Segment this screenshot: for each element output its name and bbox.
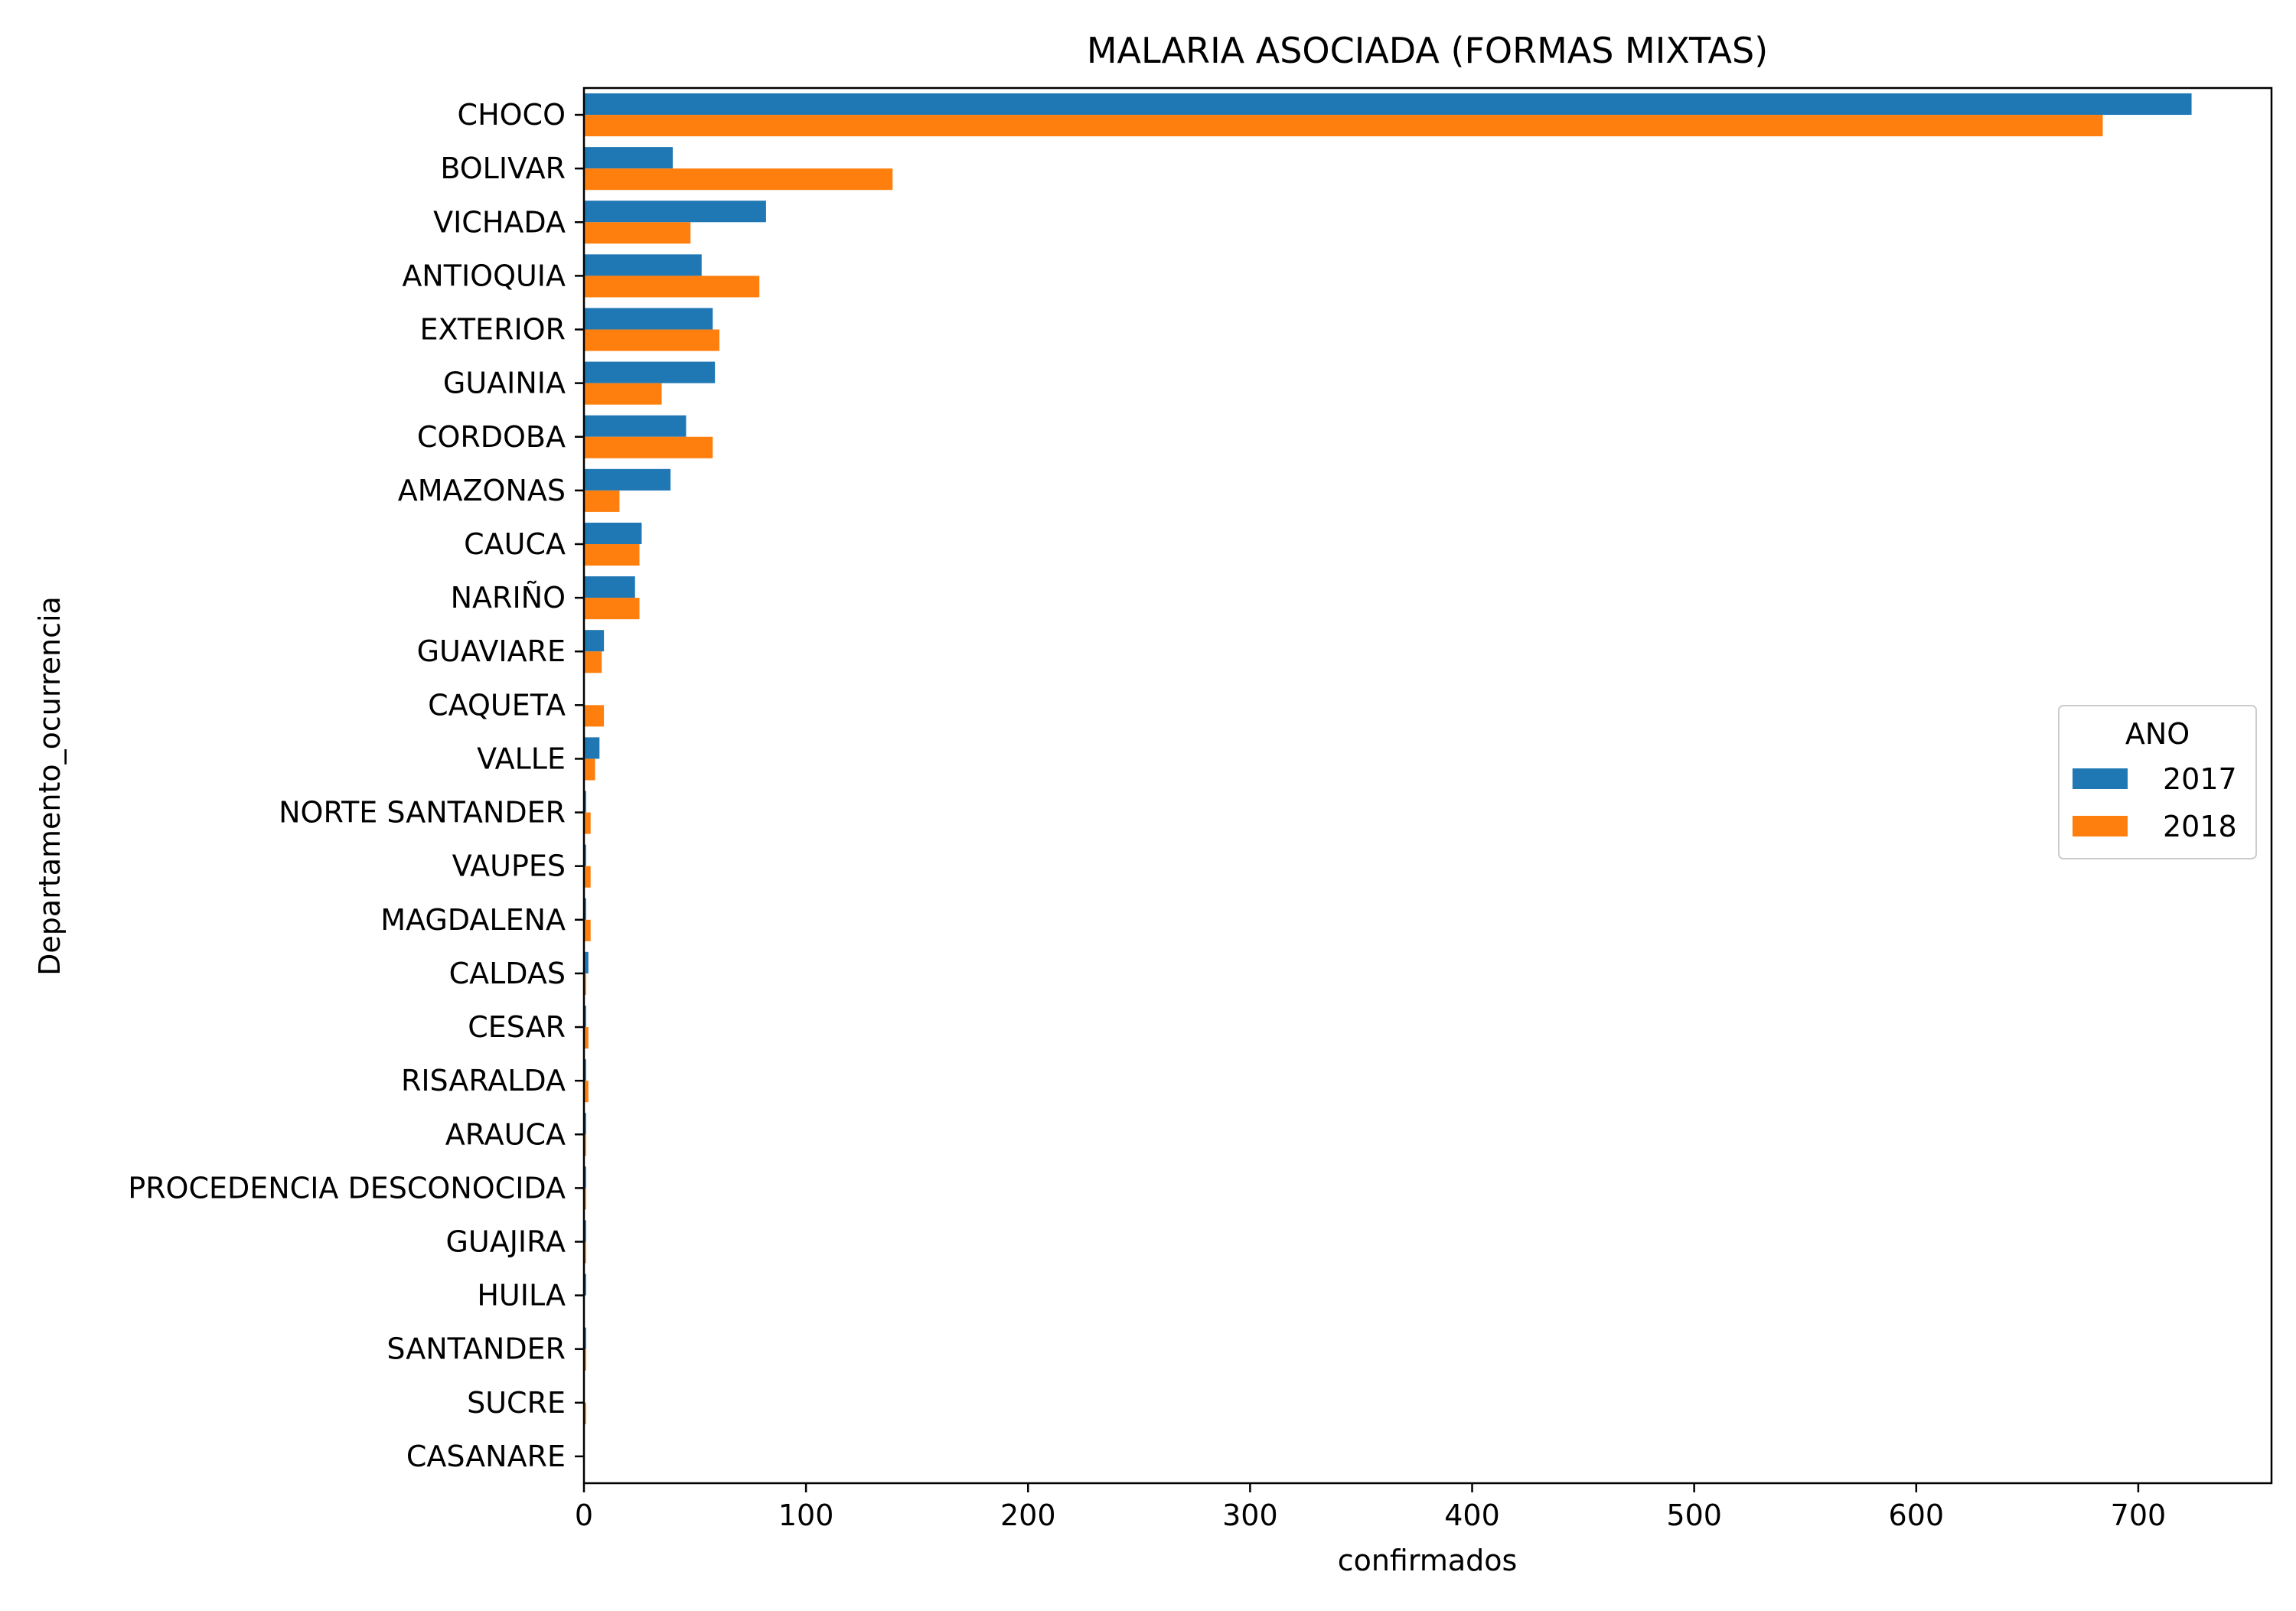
- bar-guainia-2017: [584, 361, 716, 383]
- bar-bolivar-2018: [584, 168, 893, 191]
- x-tick-label-100: 100: [778, 1498, 834, 1532]
- bar-amazonas-2018: [584, 490, 620, 512]
- bar-santander-2017: [584, 1327, 586, 1349]
- bar-vichada-2018: [584, 222, 691, 244]
- y-tick-label-bolivar: BOLIVAR: [440, 152, 566, 185]
- bar-vaupes-2017: [584, 844, 586, 866]
- bar-cauca-2018: [584, 543, 640, 566]
- legend-label-2017: 2017: [2163, 762, 2237, 796]
- bar-risaralda-2018: [584, 1081, 589, 1103]
- y-tick-label-guaviare: GUAVIARE: [417, 634, 566, 668]
- bar-valle-2018: [584, 758, 595, 781]
- legend-label-2018: 2018: [2163, 810, 2237, 843]
- y-axis-label: Departamento_ocurrencia: [33, 596, 67, 976]
- bar-caldas-2018: [584, 973, 586, 995]
- bar-cesar-2017: [584, 1005, 586, 1028]
- x-tick-label-200: 200: [1000, 1498, 1056, 1532]
- plot-frame: [582, 86, 2273, 1485]
- y-tick-label-narino: NARIÑO: [451, 581, 566, 615]
- y-tick-label-exterior: EXTERIOR: [419, 313, 566, 347]
- y-tick-label-caqueta: CAQUETA: [428, 688, 566, 722]
- bar-sucre-2018: [584, 1402, 586, 1424]
- y-tick-label-santander: SANTANDER: [386, 1332, 566, 1366]
- bar-magdalena-2017: [584, 898, 586, 920]
- bar-antioquia-2017: [584, 254, 702, 276]
- bar-narino-2018: [584, 598, 640, 620]
- bar-arauca-2018: [584, 1134, 586, 1156]
- x-tick-label-600: 600: [1889, 1498, 1945, 1532]
- bar-arauca-2017: [584, 1113, 586, 1135]
- bar-procedencia-desconocida-2017: [584, 1166, 586, 1189]
- bar-antioquia-2018: [584, 276, 760, 298]
- y-tick-label-guajira: GUAJIRA: [445, 1225, 566, 1258]
- bar-vichada-2017: [584, 201, 766, 223]
- legend-swatch-2018: [2073, 816, 2128, 836]
- x-tick-label-300: 300: [1222, 1498, 1278, 1532]
- bar-guainia-2018: [584, 383, 662, 405]
- y-tick-label-amazonas: AMAZONAS: [398, 474, 566, 507]
- bar-cauca-2017: [584, 522, 642, 544]
- y-tick-label-norte-santander: NORTE SANTANDER: [279, 796, 566, 830]
- bar-amazonas-2017: [584, 468, 671, 491]
- y-tick-label-vichada: VICHADA: [433, 205, 566, 239]
- bar-procedencia-desconocida-2018: [584, 1188, 586, 1210]
- y-tick-label-risaralda: RISARALDA: [401, 1064, 566, 1097]
- bar-huila-2017: [584, 1273, 586, 1296]
- x-axis-label: confirmados: [1338, 1544, 1518, 1577]
- y-tick-label-guainia: GUAINIA: [443, 367, 566, 400]
- bar-valle-2017: [584, 737, 600, 759]
- bar-guajira-2018: [584, 1241, 586, 1264]
- y-tick-label-caldas: CALDAS: [449, 957, 566, 990]
- chart-title: MALARIA ASOCIADA (FORMAS MIXTAS): [1087, 30, 1768, 71]
- bar-vaupes-2018: [584, 866, 591, 888]
- y-tick-label-sucre: SUCRE: [467, 1386, 566, 1420]
- bar-narino-2017: [584, 576, 635, 598]
- y-axis: CHOCO BOLIVAR VICHADA ANTIOQUIA EXTERIOR GUAI…: [128, 98, 584, 1473]
- bar-choco-2018: [584, 115, 2103, 137]
- legend-swatch-2017: [2073, 768, 2128, 789]
- bar-cordoba-2017: [584, 415, 687, 437]
- bar-exterior-2017: [584, 308, 713, 330]
- y-tick-label-huila: HUILA: [477, 1279, 566, 1313]
- bar-norte-santander-2017: [584, 791, 586, 813]
- bar-cordoba-2018: [584, 436, 713, 458]
- x-tick-label-400: 400: [1444, 1498, 1500, 1532]
- y-tick-label-cesar: CESAR: [468, 1010, 566, 1044]
- bar-caqueta-2018: [584, 705, 605, 727]
- x-tick-label-0: 0: [575, 1498, 593, 1532]
- x-tick-label-700: 700: [2111, 1498, 2167, 1532]
- y-tick-label-procedencia-desconocida: PROCEDENCIA DESCONOCIDA: [128, 1171, 566, 1205]
- bar-choco-2017: [584, 93, 2192, 116]
- legend: ANO 2017 2018: [2058, 705, 2257, 859]
- bar-caldas-2017: [584, 951, 589, 973]
- y-tick-label-cauca: CAUCA: [464, 527, 566, 561]
- x-axis: 0 100 200 300 400 500 600 700: [575, 1483, 2166, 1532]
- y-tick-label-arauca: ARAUCA: [445, 1117, 566, 1151]
- bar-risaralda-2017: [584, 1059, 586, 1081]
- y-tick-label-vaupes: VAUPES: [452, 850, 566, 883]
- bar-exterior-2018: [584, 329, 719, 351]
- bar-guaviare-2018: [584, 651, 602, 673]
- bar-magdalena-2018: [584, 919, 591, 941]
- bar-norte-santander-2018: [584, 812, 591, 834]
- bar-santander-2018: [584, 1348, 586, 1371]
- legend-title: ANO: [2125, 717, 2190, 751]
- bar-cesar-2018: [584, 1027, 589, 1049]
- y-tick-label-choco: CHOCO: [458, 98, 566, 132]
- bar-guaviare-2017: [584, 630, 605, 652]
- x-tick-label-500: 500: [1666, 1498, 1722, 1532]
- y-tick-label-valle: VALLE: [477, 742, 566, 775]
- bar-bolivar-2017: [584, 147, 673, 169]
- y-tick-label-antioquia: ANTIOQUIA: [402, 259, 566, 292]
- y-tick-label-cordoba: CORDOBA: [417, 420, 566, 454]
- y-tick-label-casanare: CASANARE: [406, 1440, 566, 1473]
- bar-guajira-2017: [584, 1220, 586, 1242]
- y-tick-label-magdalena: MAGDALENA: [380, 903, 566, 937]
- bars-layer: [584, 93, 2192, 1424]
